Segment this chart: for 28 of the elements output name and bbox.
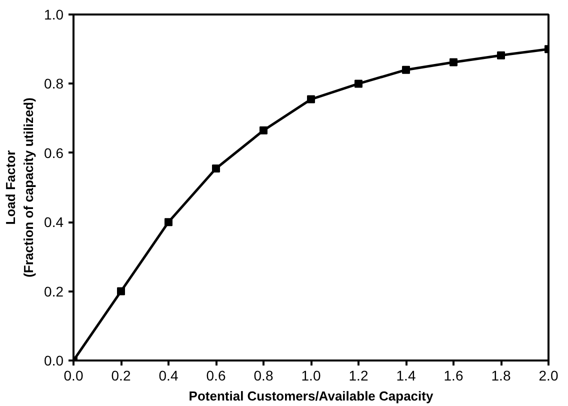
x-tick-label: 1.4 — [396, 368, 416, 384]
y-tick-label: 0.8 — [44, 76, 64, 92]
y-tick-label: 0.2 — [44, 283, 64, 300]
x-tick-label: 1.2 — [348, 368, 368, 384]
point — [354, 80, 362, 88]
x-tick-label: 1.0 — [301, 368, 321, 384]
y-tick-label: 0.6 — [44, 144, 64, 161]
point — [402, 66, 410, 74]
x-tick-label: 0.0 — [64, 368, 84, 384]
x-tick-label: 1.8 — [491, 368, 511, 384]
x-tick-label: 0.8 — [254, 368, 274, 384]
x-tick-label: 0.2 — [111, 368, 131, 384]
x-tick-label: 1.6 — [444, 368, 464, 384]
point — [117, 287, 125, 296]
y-tick-label: 0.4 — [44, 214, 64, 230]
y-axis-title: Load Factor (Fraction of capacity utilized) — [3, 98, 36, 278]
point — [164, 218, 172, 226]
x-tick-label: 0.6 — [206, 368, 226, 384]
y-tick-label: 0.0 — [44, 352, 64, 368]
y-tick-label: 1.0 — [44, 6, 64, 22]
x-axis-title: Potential Customers/Available Capacity — [188, 388, 434, 404]
x-tick-label: 2.0 — [538, 368, 558, 384]
point — [260, 126, 268, 134]
point — [450, 58, 458, 66]
point — [307, 95, 315, 104]
x-tick-label: 0.4 — [158, 368, 178, 384]
point — [212, 164, 220, 172]
point — [497, 51, 505, 60]
